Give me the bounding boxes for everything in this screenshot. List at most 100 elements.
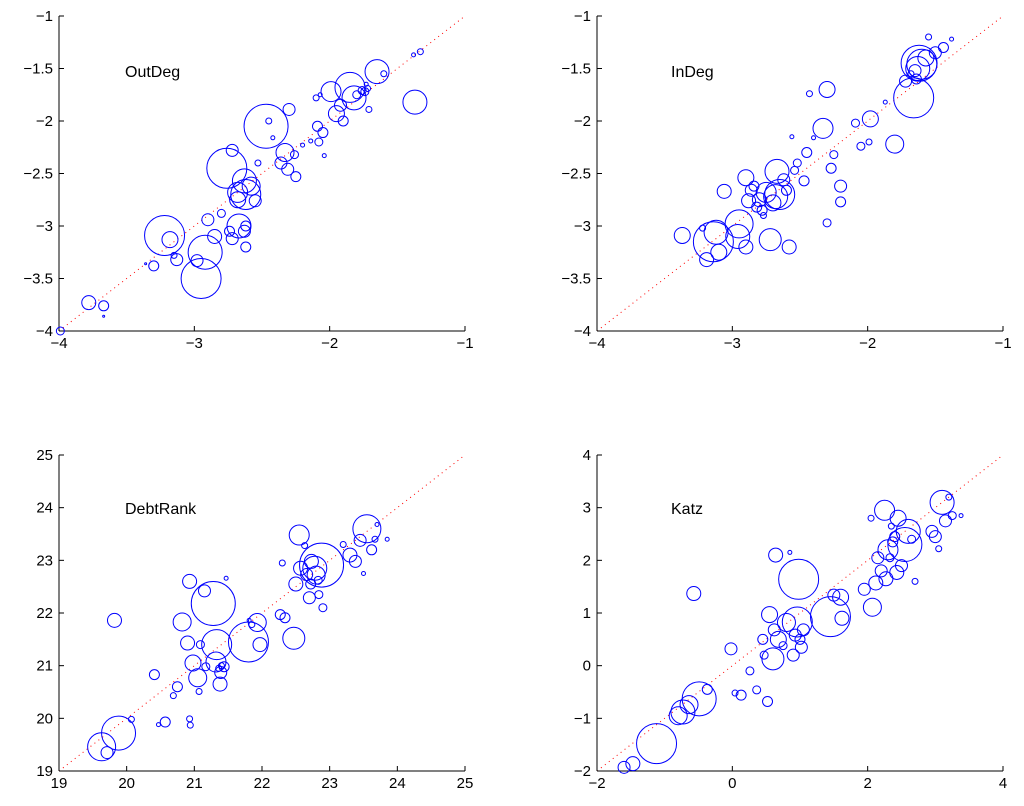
indeg-data-point: [748, 180, 760, 192]
outdeg-data-point: [187, 234, 223, 270]
indeg-data-point: [861, 110, 879, 128]
debtrank-data-point: [313, 575, 323, 585]
indeg-panel: −4 −3 −2 −1 −4 −3.5 −3 −2.5 −2 −1.5 −1 InDeg: [561, 8, 1011, 352]
debtrank-data-point: [288, 576, 304, 592]
outdeg-data-point: [270, 135, 276, 141]
indeg-data-point: [893, 77, 935, 119]
katz-data-point: [668, 706, 688, 726]
debtrank-data-point: [348, 554, 362, 568]
katz-x-tick-label: 0: [728, 775, 736, 792]
debtrank-data-point: [188, 668, 208, 688]
indeg-data-point: [811, 135, 817, 141]
katz-data-point: [731, 689, 739, 697]
debtrank-data-point: [172, 612, 192, 632]
outdeg-data-point: [341, 85, 367, 111]
debtrank-y-tick-label: 21: [36, 658, 53, 675]
outdeg-data-point: [411, 52, 417, 58]
outdeg-data-point: [402, 89, 428, 115]
indeg-data-point: [755, 181, 777, 203]
debtrank-data-point: [100, 746, 114, 760]
katz-y-tick-label: 0: [583, 658, 591, 675]
debtrank-panel: 19 20 21 22 23 24 25 19 20 21 22 23 24 25 DebtRank: [36, 447, 473, 792]
debtrank-data-point: [299, 542, 345, 588]
debtrank-panel-title: DebtRank: [125, 501, 197, 518]
indeg-data-point: [741, 193, 757, 209]
outdeg-data-point: [81, 295, 97, 311]
katz-data-point: [625, 756, 641, 772]
debtrank-data-point: [186, 715, 194, 723]
indeg-data-point: [751, 192, 767, 208]
katz-data-point: [889, 509, 907, 527]
outdeg-data-point: [364, 84, 372, 92]
indeg-data-point: [699, 252, 715, 268]
indeg-data-point: [798, 175, 810, 187]
debtrank-y-tick-label: 19: [36, 763, 53, 780]
indeg-data-point: [673, 226, 691, 244]
katz-data-point: [761, 606, 779, 624]
outdeg-data-point: [363, 81, 369, 87]
debtrank-data-point: [212, 676, 228, 692]
outdeg-data-point: [180, 258, 222, 299]
indeg-data-point: [818, 81, 836, 98]
katz-data-point: [778, 641, 788, 651]
katz-data-point: [874, 499, 896, 521]
indeg-data-point: [758, 228, 782, 252]
indeg-data-point: [829, 150, 839, 160]
outdeg-data-point: [281, 162, 295, 176]
outdeg-data-point: [144, 262, 148, 266]
indeg-data-point: [917, 49, 935, 67]
outdeg-data-point: [290, 171, 302, 183]
outdeg-data-point: [300, 142, 306, 148]
katz-data-point: [762, 695, 774, 707]
katz-y-tick-label: 2: [583, 552, 591, 569]
outdeg-data-point: [265, 117, 273, 125]
indeg-data-point: [949, 36, 955, 42]
debtrank-data-point: [101, 715, 137, 751]
debtrank-data-point: [288, 524, 310, 546]
indeg-data-point: [812, 117, 834, 139]
outdeg-data-point: [327, 105, 345, 123]
katz-data-point: [862, 597, 882, 617]
outdeg-data-point: [102, 314, 106, 318]
outdeg-data-point: [144, 214, 186, 256]
debtrank-data-point: [155, 722, 161, 728]
katz-data-point: [778, 558, 820, 600]
katz-y-tick-label: −1: [574, 710, 591, 727]
debtrank-data-point: [366, 544, 378, 556]
outdeg-x-tick-label: −1: [456, 335, 473, 352]
outdeg-data-point: [254, 159, 262, 167]
outdeg-data-point: [224, 225, 236, 237]
debtrank-x-tick-label: 21: [186, 775, 203, 792]
outdeg-y-tick-label: −3: [36, 218, 53, 235]
debtrank-x-tick-label: 25: [457, 775, 474, 792]
indeg-data-point: [825, 162, 837, 174]
outdeg-data-point: [308, 138, 314, 144]
debtrank-data-point: [223, 575, 229, 581]
indeg-y-tick-label: −1: [574, 8, 591, 25]
debtrank-data-point: [302, 555, 328, 581]
outdeg-data-point: [282, 102, 296, 116]
outdeg-y-tick-label: −2: [36, 113, 53, 130]
katz-data-point: [701, 683, 713, 695]
katz-data-point: [867, 514, 875, 522]
indeg-x-tick-label: −1: [994, 335, 1011, 352]
outdeg-data-point: [148, 260, 160, 272]
debtrank-data-point: [353, 533, 367, 547]
katz-data-point: [724, 642, 738, 656]
debtrank-reference-line: [58, 454, 466, 772]
outdeg-data-point: [225, 143, 239, 157]
indeg-y-tick-label: −2: [574, 113, 591, 130]
debtrank-data-point: [184, 654, 202, 672]
indeg-data-point: [751, 201, 763, 213]
indeg-data-point: [925, 33, 933, 41]
debtrank-data-point: [182, 573, 198, 589]
katz-data-point: [636, 723, 678, 765]
outdeg-x-tick-label: −3: [186, 335, 203, 352]
outdeg-data-point: [229, 191, 247, 209]
outdeg-y-tick-label: −3.5: [23, 271, 53, 288]
debtrank-data-point: [252, 637, 268, 653]
outdeg-data-point: [365, 105, 373, 113]
debtrank-data-point: [361, 571, 366, 576]
outdeg-x-tick-label: −2: [321, 335, 338, 352]
outdeg-data-point: [161, 231, 179, 249]
